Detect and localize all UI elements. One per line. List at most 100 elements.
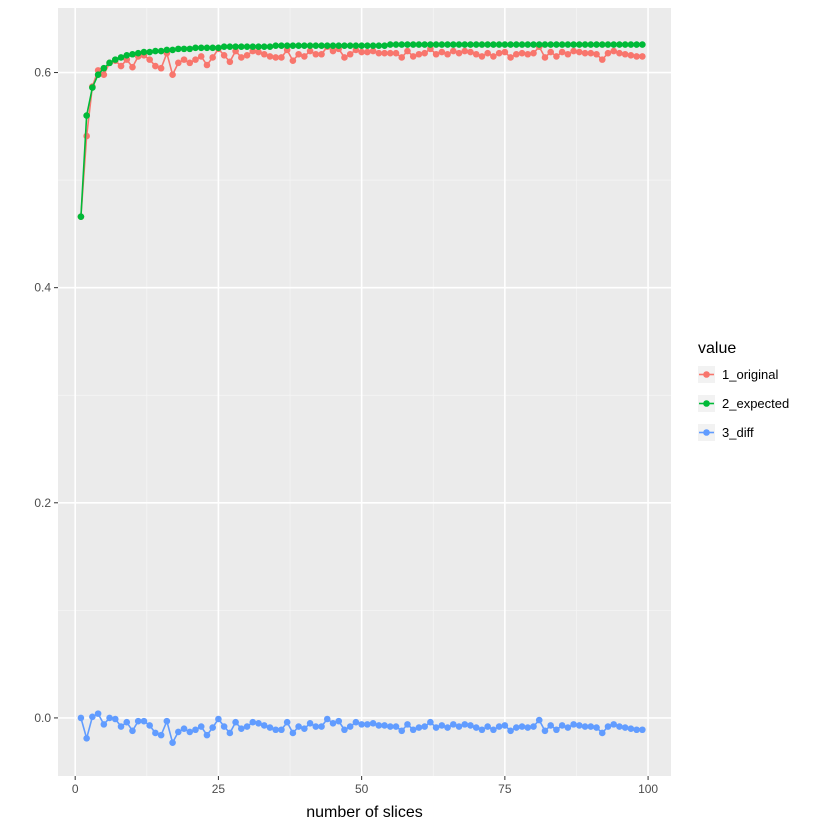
- data-point-1-original: [392, 49, 400, 57]
- data-point-2-expected: [375, 42, 383, 49]
- data-point-2-expected: [404, 41, 411, 48]
- data-point-2-expected: [89, 84, 96, 91]
- data-point-3-diff: [587, 723, 595, 730]
- data-point-1-original: [432, 50, 440, 58]
- data-point-3-diff: [335, 717, 343, 725]
- data-point-3-diff: [507, 727, 514, 735]
- data-point-3-diff: [415, 724, 423, 731]
- data-point-2-expected: [530, 41, 537, 48]
- data-point-2-expected: [581, 41, 589, 48]
- data-point-1-original: [541, 54, 549, 61]
- data-point-3-diff: [581, 723, 589, 730]
- data-point-2-expected: [467, 41, 474, 48]
- data-point-2-expected: [633, 41, 640, 48]
- data-point-3-diff: [295, 723, 302, 730]
- data-point-3-diff: [203, 731, 211, 739]
- data-point-2-expected: [392, 41, 400, 48]
- data-point-2-expected: [192, 44, 199, 52]
- data-point-3-diff: [157, 731, 165, 739]
- data-point-3-diff: [220, 723, 228, 730]
- data-point-1-original: [266, 53, 274, 60]
- data-point-3-diff: [358, 721, 365, 728]
- legend-item-3-diff: 3_diff: [698, 424, 754, 441]
- data-point-2-expected: [243, 43, 251, 51]
- data-point-1-original: [152, 62, 159, 70]
- data-point-1-original: [564, 50, 572, 58]
- data-point-3-diff: [352, 718, 360, 726]
- data-point-2-expected: [238, 43, 245, 51]
- y-tick-label: 0.4: [34, 281, 51, 295]
- legend-key-point: [703, 429, 710, 436]
- data-point-2-expected: [255, 43, 262, 51]
- data-point-3-diff: [547, 722, 554, 729]
- data-point-1-original: [312, 50, 320, 58]
- data-point-1-original: [278, 54, 285, 61]
- data-point-3-diff: [381, 722, 388, 729]
- data-point-2-expected: [134, 49, 142, 57]
- data-point-2-expected: [169, 46, 176, 54]
- data-point-3-diff: [197, 723, 205, 730]
- data-point-2-expected: [398, 41, 406, 48]
- x-tick-label: 50: [355, 782, 369, 796]
- y-tick-label: 0.2: [34, 496, 51, 510]
- data-point-3-diff: [266, 724, 274, 731]
- major-gridlines: [58, 8, 671, 776]
- data-point-1-original: [530, 49, 537, 57]
- data-point-2-expected: [100, 64, 108, 72]
- data-point-2-expected: [587, 41, 595, 48]
- data-point-2-expected: [278, 42, 285, 49]
- data-point-2-expected: [593, 41, 600, 48]
- data-point-2-expected: [564, 41, 572, 48]
- data-point-2-expected: [501, 41, 509, 48]
- data-point-1-original: [581, 49, 589, 57]
- data-point-2-expected: [77, 213, 85, 220]
- data-point-2-expected: [438, 41, 446, 48]
- data-point-2-expected: [472, 41, 480, 48]
- data-point-2-expected: [94, 71, 102, 78]
- data-point-1-original: [209, 54, 216, 61]
- data-point-3-diff: [186, 728, 194, 736]
- data-point-1-original: [364, 48, 371, 56]
- data-point-1-original: [449, 47, 457, 55]
- data-point-2-expected: [381, 42, 388, 49]
- data-point-2-expected: [444, 41, 451, 48]
- data-point-3-diff: [323, 715, 331, 723]
- data-point-2-expected: [616, 41, 623, 48]
- data-point-3-diff: [593, 724, 600, 731]
- data-point-2-expected: [289, 42, 297, 49]
- data-point-3-diff: [306, 719, 314, 727]
- x-axis: 0 25 50 75 100: [72, 776, 658, 796]
- data-point-1-original: [369, 47, 377, 55]
- data-point-3-diff: [129, 727, 136, 735]
- data-point-3-diff: [541, 727, 549, 735]
- data-point-1-original: [146, 56, 153, 63]
- data-point-3-diff: [123, 718, 131, 726]
- data-point-3-diff: [146, 722, 153, 729]
- data-point-3-diff: [409, 726, 417, 734]
- data-point-2-expected: [346, 42, 354, 49]
- data-point-3-diff: [289, 729, 297, 737]
- data-point-3-diff: [369, 719, 377, 727]
- data-point-2-expected: [518, 41, 526, 48]
- data-point-1-original: [180, 56, 188, 63]
- legend-title: value: [698, 340, 736, 357]
- data-point-1-original: [203, 61, 211, 69]
- x-tick-label: 25: [212, 782, 226, 796]
- data-point-3-diff: [111, 715, 119, 723]
- data-point-3-diff: [472, 724, 480, 731]
- data-point-3-diff: [375, 722, 383, 729]
- data-point-1-original: [404, 47, 411, 55]
- data-point-1-original: [272, 54, 280, 61]
- data-point-2-expected: [260, 43, 268, 51]
- data-point-3-diff: [215, 715, 222, 723]
- data-point-1-original: [381, 49, 388, 57]
- data-point-3-diff: [530, 723, 537, 730]
- data-point-2-expected: [455, 41, 463, 48]
- data-point-2-expected: [283, 42, 291, 49]
- legend-label: 2_expected: [722, 396, 789, 411]
- data-point-2-expected: [140, 48, 148, 56]
- data-point-1-original: [604, 49, 612, 57]
- data-point-3-diff: [633, 726, 640, 734]
- data-point-3-diff: [100, 721, 108, 728]
- data-point-2-expected: [329, 42, 337, 49]
